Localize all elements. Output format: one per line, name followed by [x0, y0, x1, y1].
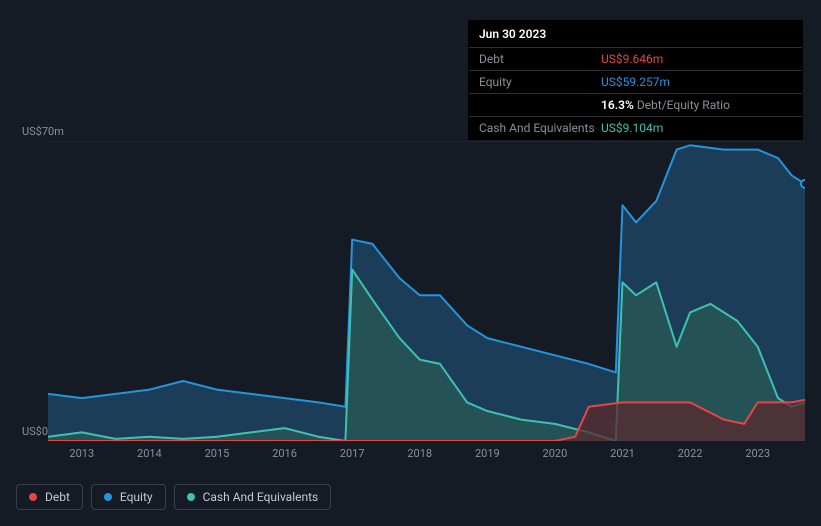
tooltip-row-label: Cash And Equivalents — [479, 121, 601, 135]
y-tick-zero: US$0 — [22, 425, 48, 438]
legend-swatch — [187, 493, 195, 501]
x-tick-label: 2013 — [69, 447, 94, 460]
legend-swatch — [29, 493, 37, 501]
legend-item-debt[interactable]: Debt — [16, 484, 83, 510]
x-tick-label: 2017 — [340, 447, 365, 460]
legend-label: Cash And Equivalents — [203, 490, 319, 504]
tooltip-row: Cash And EquivalentsUS$9.104m — [469, 117, 802, 139]
tooltip-row: EquityUS$59.257m — [469, 71, 802, 94]
tooltip-rows: DebtUS$9.646mEquityUS$59.257m16.3% Debt/… — [469, 48, 802, 139]
x-tick-label: 2015 — [205, 447, 230, 460]
x-tick-label: 2014 — [137, 447, 162, 460]
tooltip-row: 16.3% Debt/Equity Ratio — [469, 94, 802, 117]
tooltip-row-value: US$9.104m — [601, 121, 792, 135]
tooltip-row: DebtUS$9.646m — [469, 48, 802, 71]
tooltip-row-label: Debt — [479, 52, 601, 66]
y-tick-max: US$70m — [22, 125, 64, 138]
legend-label: Debt — [45, 490, 70, 504]
series-end-marker-equity — [801, 180, 805, 188]
x-tick-label: 2018 — [407, 447, 432, 460]
legend-swatch — [104, 493, 112, 501]
tooltip-row-value: US$59.257m — [601, 75, 792, 89]
tooltip-row-value: US$9.646m — [601, 52, 792, 66]
tooltip-row-label — [479, 98, 601, 112]
x-tick-label: 2023 — [745, 447, 770, 460]
x-axis-labels: 2013 2014 2015 2016 2017 2018 2019 2020 2021 2022… — [48, 447, 805, 463]
tooltip-panel: Jun 30 2023 DebtUS$9.646mEquityUS$59.257… — [468, 20, 803, 140]
legend-item-cash-and-equivalents[interactable]: Cash And Equivalents — [174, 484, 332, 510]
legend-item-equity[interactable]: Equity — [91, 484, 166, 510]
tooltip-row-value: 16.3% Debt/Equity Ratio — [601, 98, 792, 112]
chart-svg — [48, 141, 805, 441]
x-tick-label: 2019 — [475, 447, 500, 460]
tooltip-row-label: Equity — [479, 75, 601, 89]
x-tick-label: 2016 — [272, 447, 297, 460]
x-tick-label: 2022 — [678, 447, 703, 460]
chart-area: US$70m US$0 2013 2014 2015 2016 2017 2018 2019… — [16, 125, 805, 470]
x-tick-label: 2021 — [610, 447, 635, 460]
legend-label: Equity — [120, 490, 153, 504]
x-tick-label: 2020 — [543, 447, 568, 460]
legend: Debt Equity Cash And Equivalents — [16, 484, 331, 510]
plot-region[interactable] — [48, 141, 805, 441]
tooltip-date: Jun 30 2023 — [469, 21, 802, 48]
